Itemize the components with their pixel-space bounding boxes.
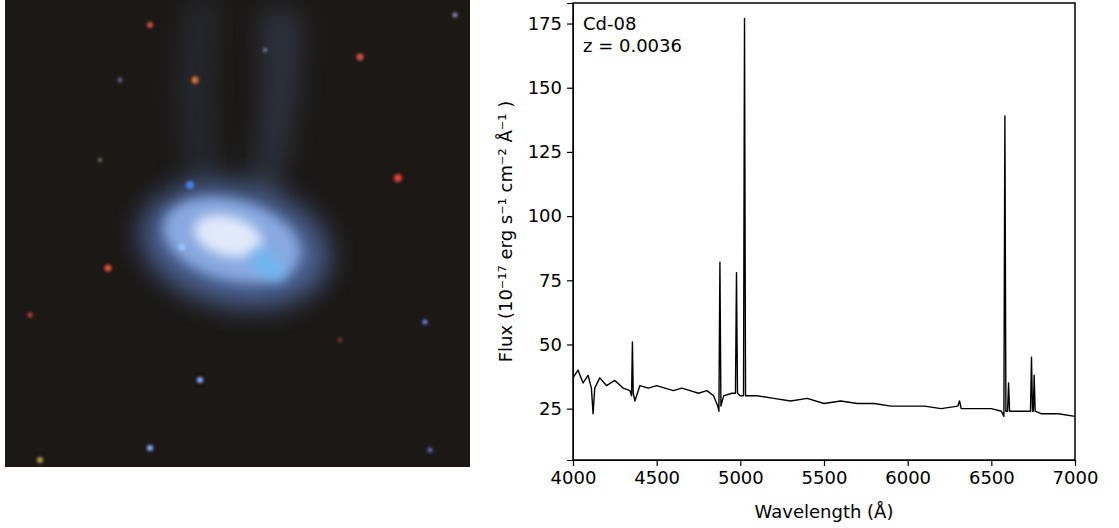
image-background — [5, 0, 470, 467]
x-tick-label: 6500 — [969, 467, 1015, 488]
y-axis-title: Flux (10⁻¹⁷ erg s⁻¹ cm⁻² Å⁻¹ ) — [495, 101, 516, 362]
y-tick-mark — [567, 409, 573, 410]
star — [105, 265, 112, 272]
x-tick: 4000 — [551, 460, 597, 488]
y-tick: 125 — [528, 141, 573, 162]
x-tick-label: 4000 — [551, 467, 597, 488]
y-tick-mark — [567, 280, 573, 281]
star — [28, 313, 33, 318]
star — [428, 448, 433, 453]
annotation: z = 0.0036 — [583, 35, 682, 56]
x-axis: 4000 4500 5000 5500 6000 6500 7000 — [551, 460, 1099, 488]
star — [423, 320, 428, 325]
star — [179, 244, 186, 251]
star — [357, 54, 364, 61]
x-tick: 4500 — [634, 460, 680, 488]
x-tick: 7000 — [1053, 460, 1099, 488]
y-tick-label: 25 — [539, 398, 562, 419]
plot-frame — [573, 3, 1075, 460]
x-tick: 5500 — [802, 460, 848, 488]
y-tick-mark — [567, 88, 573, 89]
plot-area — [573, 18, 1075, 416]
y-tick-label: 150 — [528, 77, 562, 98]
star — [197, 377, 203, 383]
galaxy-body — [154, 183, 310, 297]
star — [118, 78, 122, 82]
x-tick-mark — [908, 460, 909, 466]
x-tick: 6500 — [969, 460, 1015, 488]
y-tick: 75 — [539, 270, 573, 291]
star — [394, 174, 402, 182]
y-tick: 50 — [539, 334, 573, 355]
galaxy-tail — [250, 10, 300, 205]
y-tick-mark — [567, 216, 573, 217]
y-axis: 25 50 75 100 125 150 175 — [528, 4, 574, 461]
x-tick-mark — [824, 460, 825, 466]
x-tick-mark — [991, 460, 992, 466]
galaxy-image — [5, 0, 470, 467]
y-tick-mark — [567, 23, 573, 24]
x-tick-label: 5000 — [718, 467, 764, 488]
y-tick-label: 125 — [528, 141, 562, 162]
x-tick-label: 4500 — [634, 467, 680, 488]
y-tick-mark — [567, 344, 573, 345]
star — [338, 338, 342, 342]
y-tick-label: 175 — [528, 13, 562, 34]
y-tick-mark — [567, 152, 573, 153]
star — [98, 158, 102, 162]
x-tick-mark — [657, 460, 658, 466]
x-tick-label: 6000 — [885, 467, 931, 488]
spectrum-line — [573, 18, 1075, 416]
y-tick: 100 — [528, 205, 573, 226]
x-tick-label: 7000 — [1053, 467, 1099, 488]
star — [186, 181, 194, 189]
x-tick-mark — [740, 460, 741, 466]
figure: 4000 4500 5000 5500 6000 6500 7000 25 50 75 100 125… — [0, 0, 1119, 528]
x-tick: 5000 — [718, 460, 764, 488]
star — [147, 22, 153, 28]
x-tick-label: 5500 — [802, 467, 848, 488]
y-tick-label: 100 — [528, 205, 562, 226]
x-tick: 6000 — [885, 460, 931, 488]
annotation: Cd-08 — [583, 13, 636, 34]
galaxy-halo — [130, 167, 341, 324]
star — [192, 77, 199, 84]
star — [147, 445, 153, 451]
star — [453, 13, 458, 18]
x-axis-line — [574, 461, 1076, 467]
star — [263, 48, 267, 52]
x-axis-title: Wavelength (Å) — [755, 501, 894, 522]
y-tick: 150 — [528, 77, 573, 98]
y-tick: 175 — [528, 13, 573, 34]
star-forming-knot — [243, 243, 293, 288]
star — [37, 457, 43, 463]
spectrum-chart: 4000 4500 5000 5500 6000 6500 7000 25 50 75 100 125… — [495, 3, 1098, 522]
y-tick-label: 50 — [539, 334, 562, 355]
x-tick-mark — [1075, 460, 1076, 466]
y-tick-label: 75 — [539, 270, 562, 291]
y-tick: 25 — [539, 398, 573, 419]
